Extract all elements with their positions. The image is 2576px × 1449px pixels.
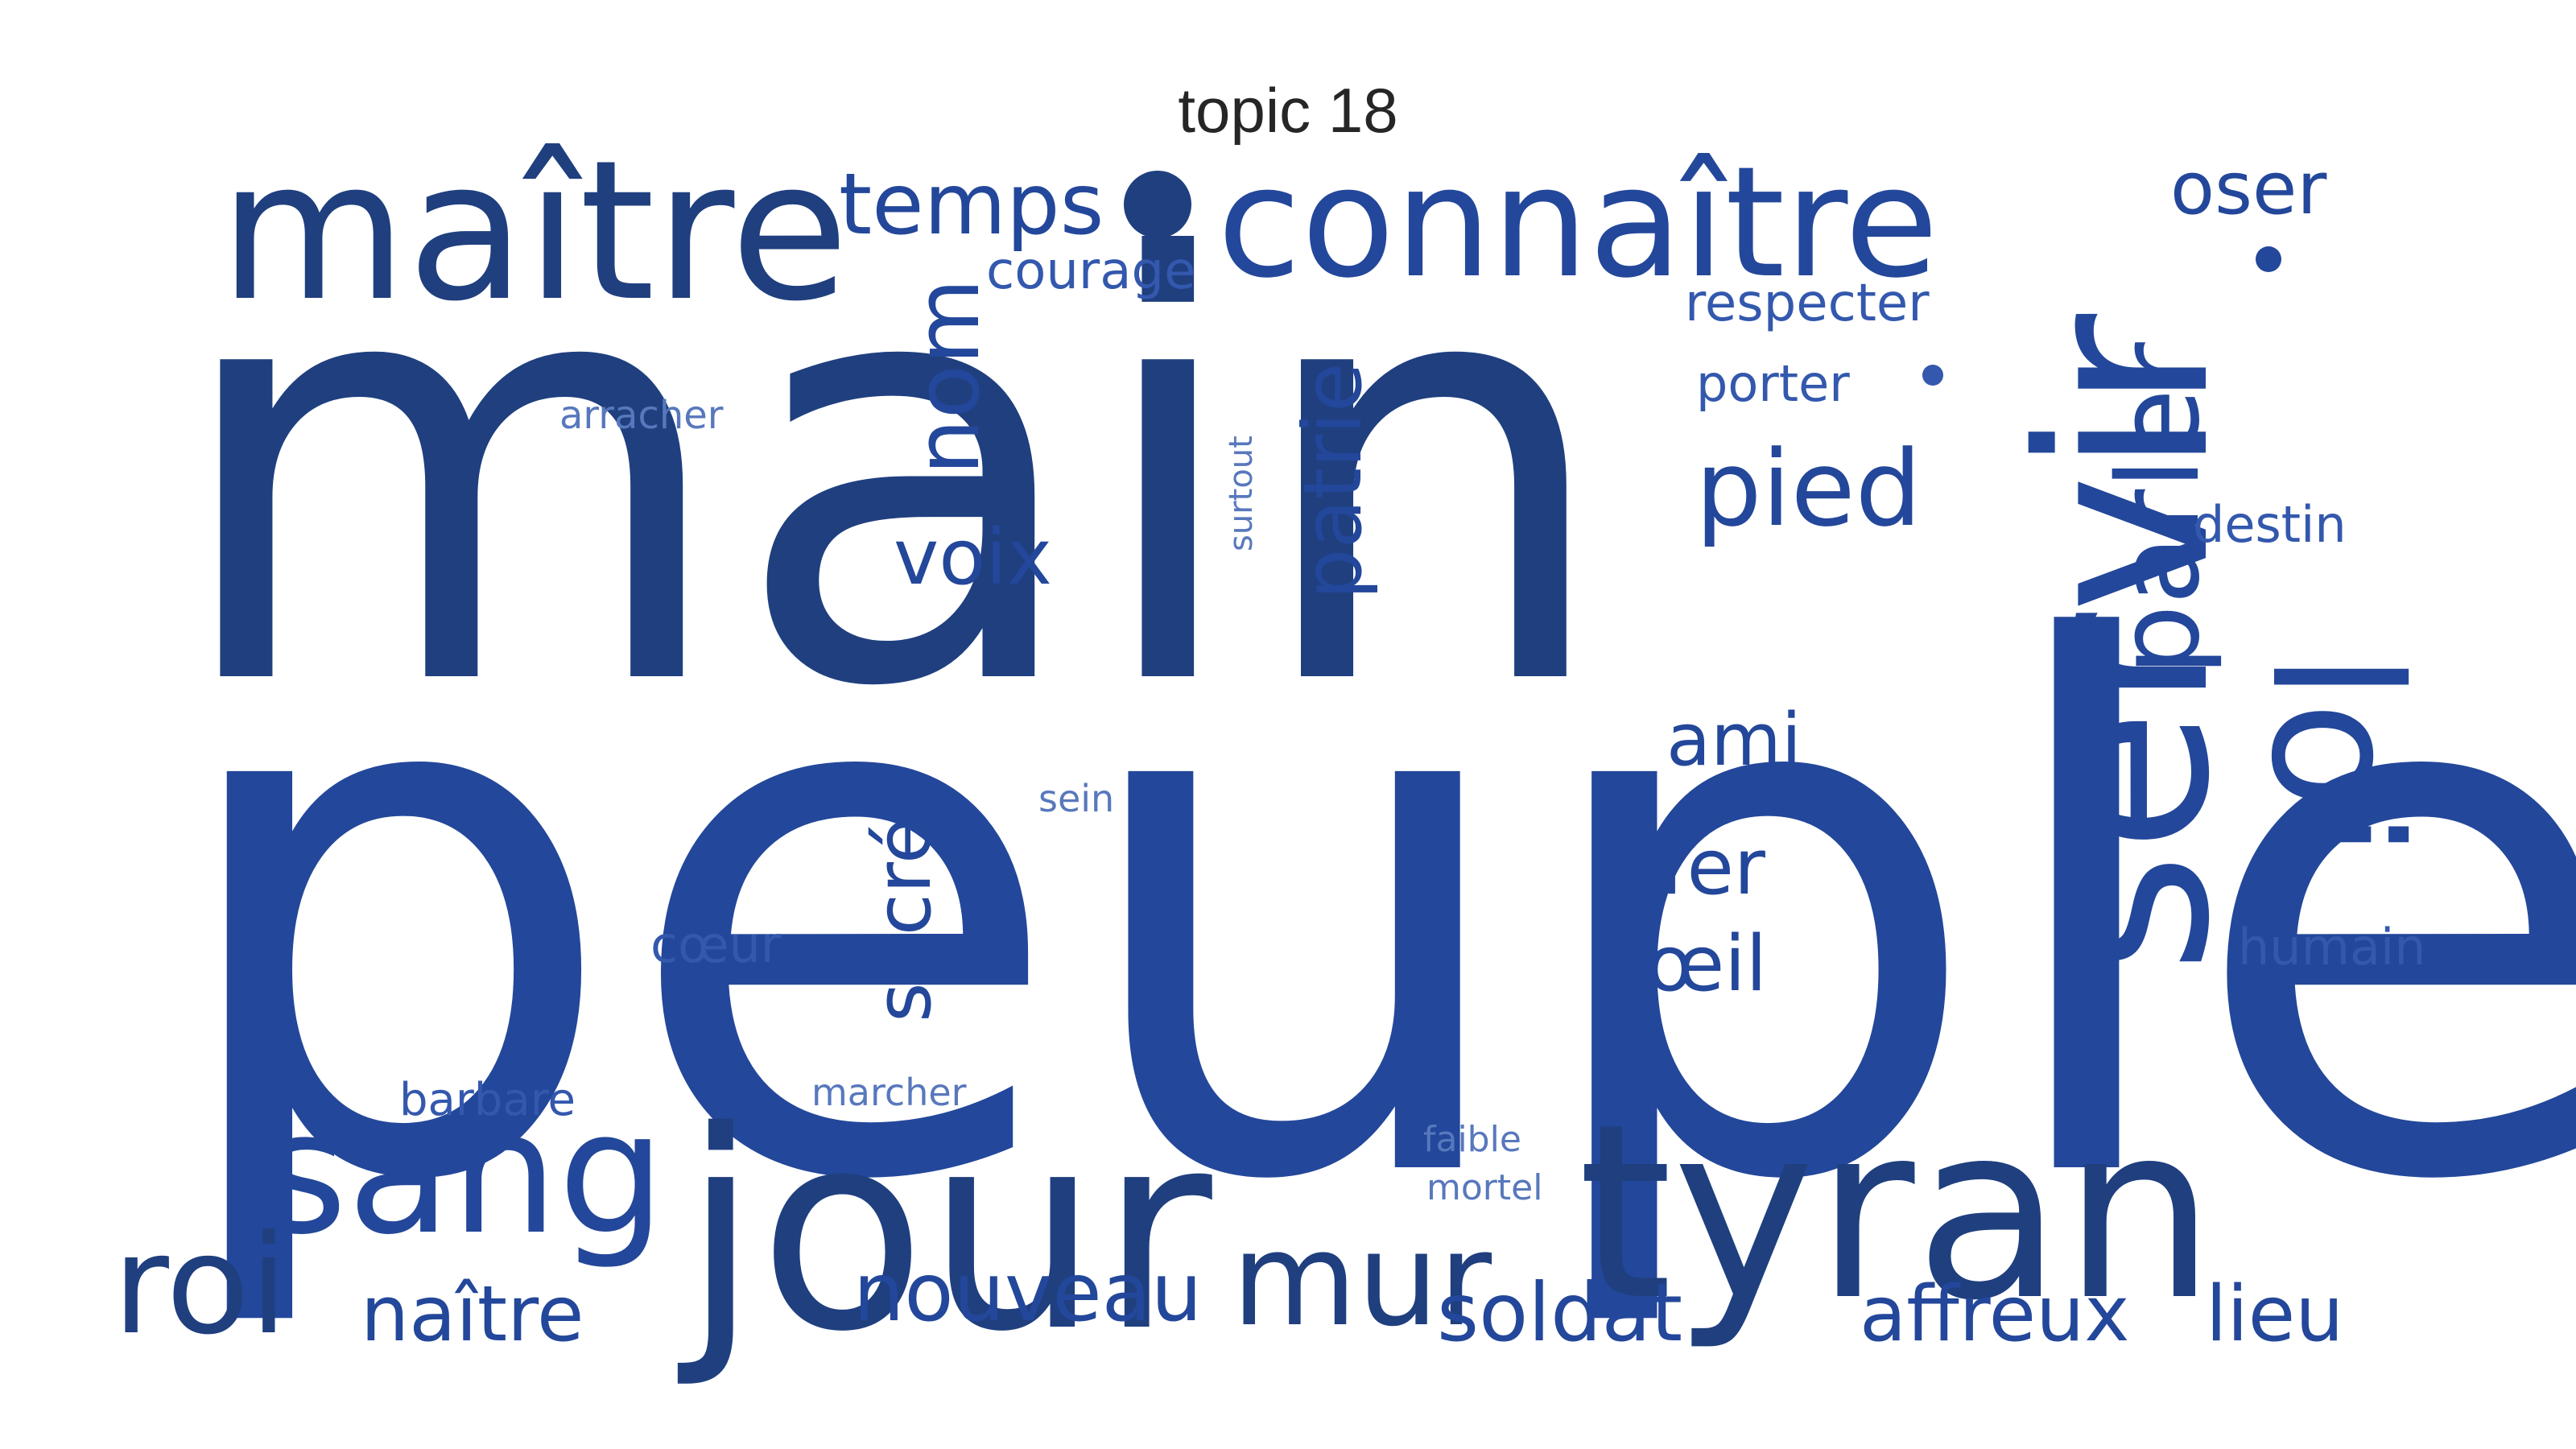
word-main: main bbox=[167, 138, 1616, 813]
word-faible: faible bbox=[1423, 1119, 1521, 1160]
word-naitre: naître bbox=[361, 1270, 584, 1359]
dots-layer bbox=[737, 171, 2281, 1108]
word-patrie: patrie bbox=[1286, 363, 1380, 600]
word-maitre: maître bbox=[219, 118, 849, 344]
word-barbare: barbare bbox=[399, 1074, 576, 1126]
word-tyran: tyran bbox=[1578, 1072, 2215, 1353]
word-sein: sein bbox=[1038, 777, 1114, 820]
word-jour: jour bbox=[674, 1073, 1215, 1392]
word-soldat: soldat bbox=[1437, 1265, 1682, 1360]
word-parler: parler bbox=[2094, 342, 2225, 676]
word-servir: servir bbox=[1990, 312, 2261, 974]
word-connaitre: connaître bbox=[1217, 134, 1938, 312]
word-humain: humain bbox=[2238, 918, 2426, 976]
word-affreux: affreux bbox=[1860, 1270, 2130, 1359]
word-arracher: arracher bbox=[559, 393, 724, 438]
word-nouveau: nouveau bbox=[853, 1245, 1202, 1340]
word-nom: nom bbox=[896, 279, 999, 475]
word-mur: mur bbox=[1232, 1204, 1492, 1355]
word-roi: roi bbox=[113, 1206, 287, 1365]
word-dot bbox=[737, 1082, 763, 1108]
word-dot bbox=[1922, 365, 1943, 386]
word-temps: temps bbox=[839, 155, 1104, 254]
word-sang: sang bbox=[259, 1075, 666, 1272]
word-ami: ami bbox=[1666, 698, 1802, 782]
word-mortel: mortel bbox=[1426, 1167, 1542, 1208]
word-porter: porter bbox=[1696, 354, 1850, 413]
word-coeur: cœur bbox=[650, 915, 782, 974]
word-surtout: surtout bbox=[1223, 436, 1260, 551]
word-respecter: respecter bbox=[1685, 274, 1930, 333]
word-loi: loi bbox=[2232, 652, 2438, 859]
word-fer: fer bbox=[1660, 824, 1766, 912]
word-dot bbox=[1124, 171, 1191, 238]
word-dot bbox=[2256, 246, 2281, 272]
word-destin: destin bbox=[2193, 495, 2347, 554]
word-oser: oser bbox=[2170, 147, 2326, 231]
word-peuple: peuple bbox=[161, 496, 2576, 1339]
word-lieu: lieu bbox=[2206, 1270, 2343, 1359]
word-oeil: œil bbox=[1646, 920, 1767, 1009]
word-courage: courage bbox=[986, 242, 1195, 301]
word-marcher: marcher bbox=[811, 1071, 967, 1114]
word-voix: voix bbox=[894, 514, 1052, 602]
wordcloud-title: topic 18 bbox=[1178, 75, 1398, 146]
word-sacre: sacré bbox=[860, 817, 948, 1022]
word-pied: pied bbox=[1695, 427, 1922, 550]
